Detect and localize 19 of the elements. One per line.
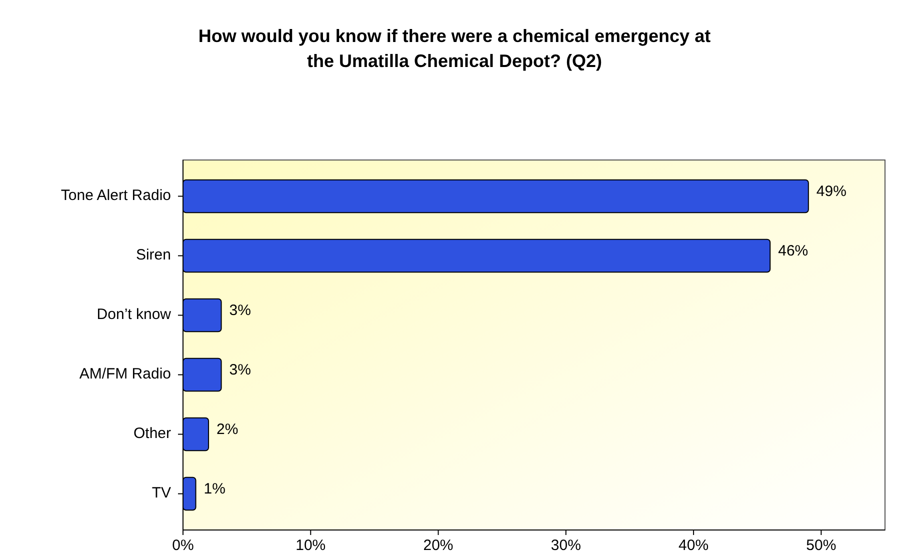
chart-title: How would you know if there were a chemical emergency at the Umatilla Chemical Depot? (Q2) (198, 26, 711, 71)
x-tick-label: 40% (678, 537, 709, 553)
data-label: 3% (229, 302, 251, 320)
data-label: 46% (778, 242, 808, 260)
data-label: 2% (216, 421, 238, 438)
y-tick-label: TV (152, 484, 171, 502)
x-tick-label: 20% (423, 537, 454, 553)
x-tick-label: 10% (296, 537, 326, 553)
data-label: 1% (204, 480, 226, 498)
y-tick-label: Other (133, 425, 172, 442)
y-tick-label: Siren (136, 246, 171, 264)
data-label: 49% (816, 183, 846, 200)
x-tick-label: 0% (172, 537, 194, 553)
data-label: 3% (229, 362, 251, 379)
x-tick-label: 30% (550, 537, 581, 553)
y-tick-label: Don’t know (96, 306, 172, 324)
x-tick-label: 50% (806, 537, 836, 553)
y-tick-label: AM/FM Radio (79, 366, 171, 383)
y-tick-label: Tone Alert Radio (60, 187, 171, 204)
